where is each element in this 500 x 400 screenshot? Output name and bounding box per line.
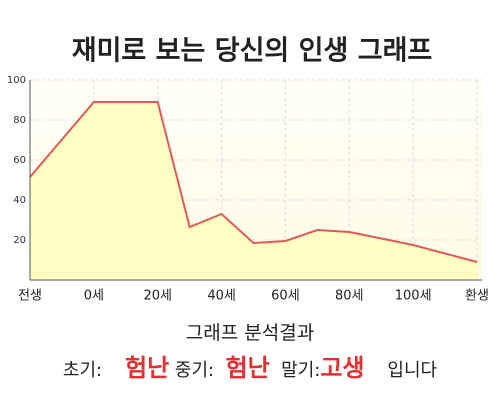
result-line: 초기: 험난 중기: 험난 말기:고생 입니다 (0, 348, 500, 383)
middle-value: 험난 (225, 354, 270, 382)
result-heading: 그래프 분석결과 (185, 322, 315, 344)
y-tick-label: 40 (13, 195, 26, 206)
x-tick-label: 20세 (143, 289, 172, 304)
chart-title: 재미로 보는 당신의 인생 그래프 (72, 36, 433, 67)
late-label: 말기: (281, 360, 321, 381)
x-tick-label: 환생 (465, 289, 489, 304)
y-tick-label: 20 (13, 235, 26, 246)
y-tick-label: 100 (7, 75, 26, 86)
late-value: 고생 (320, 354, 365, 382)
early-value: 험난 (124, 354, 170, 382)
x-tick-label: 0세 (84, 289, 104, 304)
x-tick-label: 40세 (207, 289, 236, 304)
line (29, 101, 478, 263)
ending: 입니다 (387, 360, 438, 381)
x-tick-label: 전생 (18, 289, 42, 304)
early-label: 초기: (62, 360, 103, 381)
x-tick-label: 60세 (271, 289, 300, 304)
y-tick-label: 60 (13, 155, 26, 166)
middle-label: 중기: (174, 360, 215, 381)
x-tick-label: 100세 (395, 289, 432, 304)
y-tick-label: 80 (13, 115, 26, 126)
chart: 재미로 보는 당신의 인생 그래프 20 40 60 80 100 전생 0세 20세 40세 6… (7, 36, 489, 304)
x-tick-label: 80세 (335, 289, 364, 304)
